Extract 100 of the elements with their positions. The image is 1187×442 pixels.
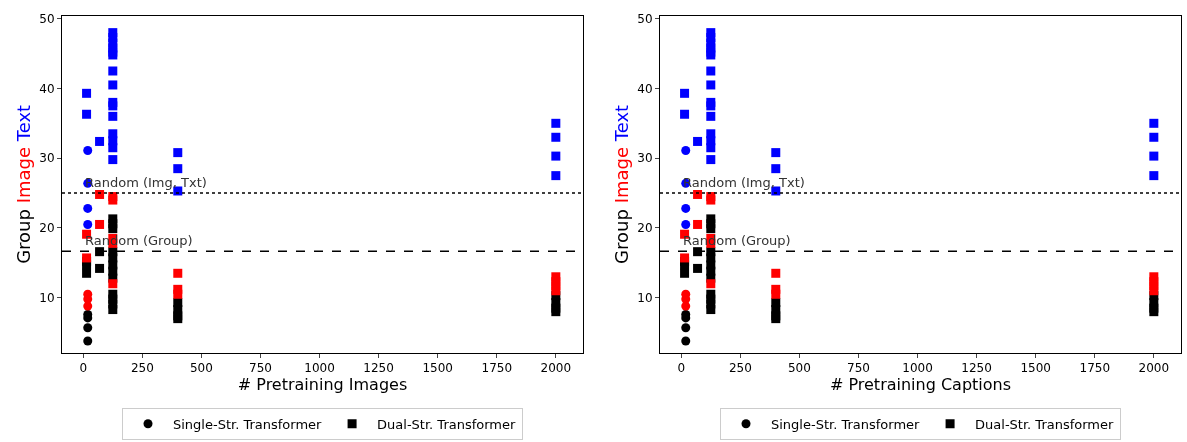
point [706, 155, 716, 165]
y-tick-label: 50 [637, 11, 653, 26]
point [551, 118, 561, 128]
y-tick-label: 40 [637, 81, 653, 96]
point [108, 143, 118, 153]
x-tick-label: 2000 [1138, 361, 1170, 376]
point [173, 148, 183, 158]
point [83, 203, 93, 213]
point [108, 279, 118, 289]
point [173, 289, 183, 299]
x-tick-label: 500 [189, 361, 213, 376]
y-tick-label: 50 [39, 11, 55, 26]
x-tick-label: 1750 [481, 361, 513, 376]
y-axis-title: Group Image Text [12, 104, 34, 264]
x-tick-label: 1250 [961, 361, 992, 376]
point [1149, 118, 1159, 128]
point [693, 136, 703, 146]
point [108, 80, 118, 90]
point [83, 336, 93, 346]
x-tick-label: 0 [79, 361, 88, 376]
legend-label: Dual-Str. Transformer [975, 416, 1115, 432]
point [693, 189, 703, 199]
point [95, 136, 105, 146]
point [706, 143, 716, 153]
x-tick-label: 1000 [304, 361, 335, 376]
point [551, 151, 561, 161]
point [108, 66, 118, 76]
point [681, 323, 691, 333]
legend-label: Single-Str. Transformer [771, 416, 921, 432]
point [1149, 151, 1159, 161]
point [771, 268, 781, 278]
point [83, 219, 93, 229]
x-axis-title: # Pretraining Captions [829, 375, 1012, 395]
point [681, 203, 691, 213]
point [706, 305, 716, 315]
point [108, 101, 118, 111]
point [680, 88, 690, 98]
point [771, 148, 781, 158]
x-tick-label: 250 [728, 361, 752, 376]
point [680, 109, 690, 119]
point [173, 164, 183, 174]
x-axis-title: # Pretraining Images [237, 375, 408, 395]
point [108, 305, 118, 315]
point [706, 224, 716, 234]
point [706, 101, 716, 111]
point [82, 109, 92, 119]
y-tick-label: 10 [637, 290, 653, 305]
point [82, 88, 92, 98]
point [681, 146, 691, 156]
y-tick-label: 20 [39, 221, 55, 236]
point [693, 219, 703, 229]
point [681, 336, 691, 346]
point [83, 323, 93, 333]
point [771, 289, 781, 299]
point [1149, 171, 1159, 181]
x-tick-label: 250 [130, 361, 154, 376]
point [771, 164, 781, 174]
y-tick-label: 10 [39, 290, 55, 305]
x-tick-label: 0 [677, 361, 686, 376]
legend-label: Single-Str. Transformer [173, 416, 323, 432]
point [83, 301, 93, 311]
point [680, 268, 690, 278]
point [173, 268, 183, 278]
point [108, 111, 118, 121]
point [551, 132, 561, 142]
x-tick-label: 1500 [422, 361, 453, 376]
point [551, 286, 561, 296]
point [706, 111, 716, 121]
point [706, 80, 716, 90]
point [693, 263, 703, 273]
y-tick-label: 40 [39, 81, 55, 96]
x-tick-label: 1250 [363, 361, 394, 376]
y-axis-title: Group Image Text [610, 104, 632, 264]
x-tick-label: 1750 [1079, 361, 1111, 376]
point [108, 155, 118, 165]
y-tick-label: 30 [637, 151, 653, 166]
y-tick-label: 20 [637, 221, 653, 236]
point [1149, 132, 1159, 142]
point [95, 219, 105, 229]
point [83, 146, 93, 156]
point [1149, 286, 1159, 296]
point [706, 66, 716, 76]
point [95, 189, 105, 199]
point [1149, 307, 1159, 317]
x-tick-label: 2000 [540, 361, 572, 376]
point [681, 301, 691, 311]
legend-label: Dual-Str. Transformer [377, 416, 517, 432]
x-tick-label: 500 [787, 361, 811, 376]
point [706, 279, 716, 289]
point [551, 307, 561, 317]
point [551, 171, 561, 181]
x-tick-label: 750 [249, 361, 272, 376]
x-tick-label: 1000 [902, 361, 933, 376]
x-tick-label: 750 [847, 361, 870, 376]
x-tick-label: 1500 [1020, 361, 1051, 376]
y-tick-label: 30 [39, 151, 55, 166]
point [108, 224, 118, 234]
point [681, 219, 691, 229]
point [95, 263, 105, 273]
point [82, 268, 92, 278]
